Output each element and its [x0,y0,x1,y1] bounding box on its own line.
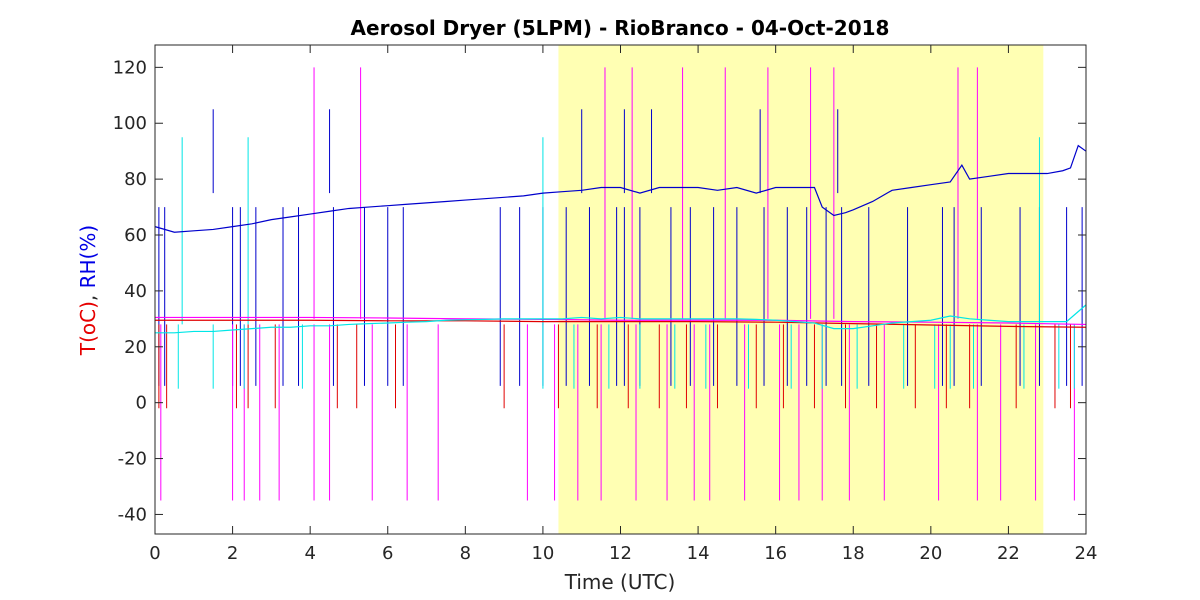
y-tick-label: 100 [113,113,147,134]
highlight-band [558,45,1044,534]
series-line-1 [155,316,1087,326]
x-tick-label: 14 [687,543,710,564]
y-tick-label: 40 [124,281,147,302]
x-tick-label: 0 [149,543,160,564]
y-label-part-2: RH(%) [76,225,100,289]
y-tick-label: -40 [118,504,147,525]
chart-title: Aerosol Dryer (5LPM) - RioBranco - 04-Oc… [351,16,890,40]
y-tick-label: -20 [118,449,147,470]
x-tick-label: 24 [1075,543,1098,564]
y-tick-label: 60 [124,225,147,246]
y-axis-label: T(oC), RH(%) [76,225,100,356]
x-tick-label: 8 [460,543,471,564]
y-tick-label: 80 [124,169,147,190]
x-tick-label: 10 [531,543,554,564]
x-tick-label: 6 [382,543,393,564]
ticks-layer: 0 2 4 6 8 10 12 14 16 18 20 22 24-40-200204060801001… [113,45,1098,564]
y-label-part-0: T(oC) [76,301,100,356]
x-tick-label: 22 [997,543,1020,564]
series-layer [154,67,1087,501]
series-line-0 [154,144,1087,233]
y-tick-label: 120 [113,57,147,78]
x-tick-label: 4 [304,543,315,564]
series-line-3 [155,304,1087,334]
x-tick-label: 12 [609,543,632,564]
x-tick-label: 16 [764,543,787,564]
x-tick-label: 18 [842,543,865,564]
y-label-part-1: , [76,288,100,301]
y-tick-label: 20 [124,337,147,358]
x-tick-label: 20 [919,543,942,564]
y-tick-label: 0 [136,393,147,414]
series-line-2 [155,319,1087,328]
x-tick-label: 2 [227,543,238,564]
x-axis-label: Time (UTC) [564,570,676,594]
